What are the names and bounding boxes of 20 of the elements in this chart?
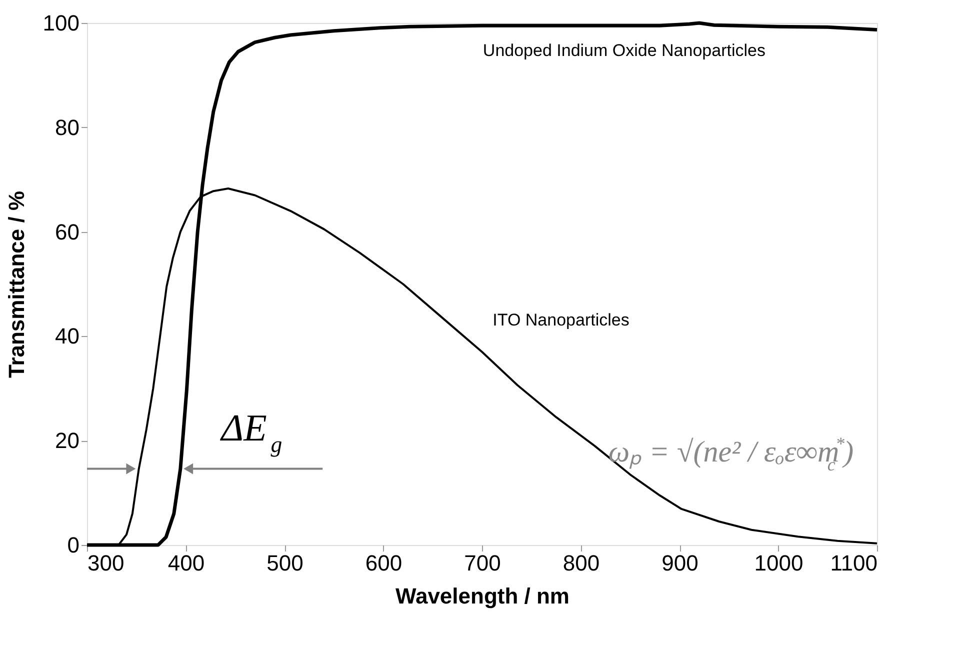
series-label: ITO Nanoparticles bbox=[492, 310, 630, 330]
x-axis-title: Wavelength / nm bbox=[396, 584, 570, 608]
series-label: Undoped Indium Oxide Nanoparticles bbox=[482, 41, 766, 60]
y-tick-label: 100 bbox=[42, 10, 80, 36]
x-tick-label: 500 bbox=[266, 550, 304, 576]
x-tick-label: 400 bbox=[168, 550, 205, 576]
annotation: ωₚ = √(ne² / εₒε∞mc*) bbox=[608, 433, 854, 474]
x-tick-label: 700 bbox=[464, 550, 501, 576]
x-tick-label: 600 bbox=[365, 550, 402, 576]
x-tick-label: 1100 bbox=[830, 550, 878, 576]
x-tick-label: 900 bbox=[662, 550, 698, 576]
y-axis-title: Transmittance / % bbox=[4, 190, 29, 378]
y-tick-label: 80 bbox=[55, 114, 80, 140]
y-tick-label: 20 bbox=[55, 428, 80, 454]
x-tick-label: 300 bbox=[88, 550, 124, 576]
y-tick-label: 40 bbox=[55, 324, 80, 349]
x-tick-label: 800 bbox=[562, 550, 600, 576]
y-tick-label: 60 bbox=[55, 219, 80, 244]
y-tick-label: 0 bbox=[67, 532, 80, 558]
x-tick-label: 1000 bbox=[754, 550, 804, 576]
